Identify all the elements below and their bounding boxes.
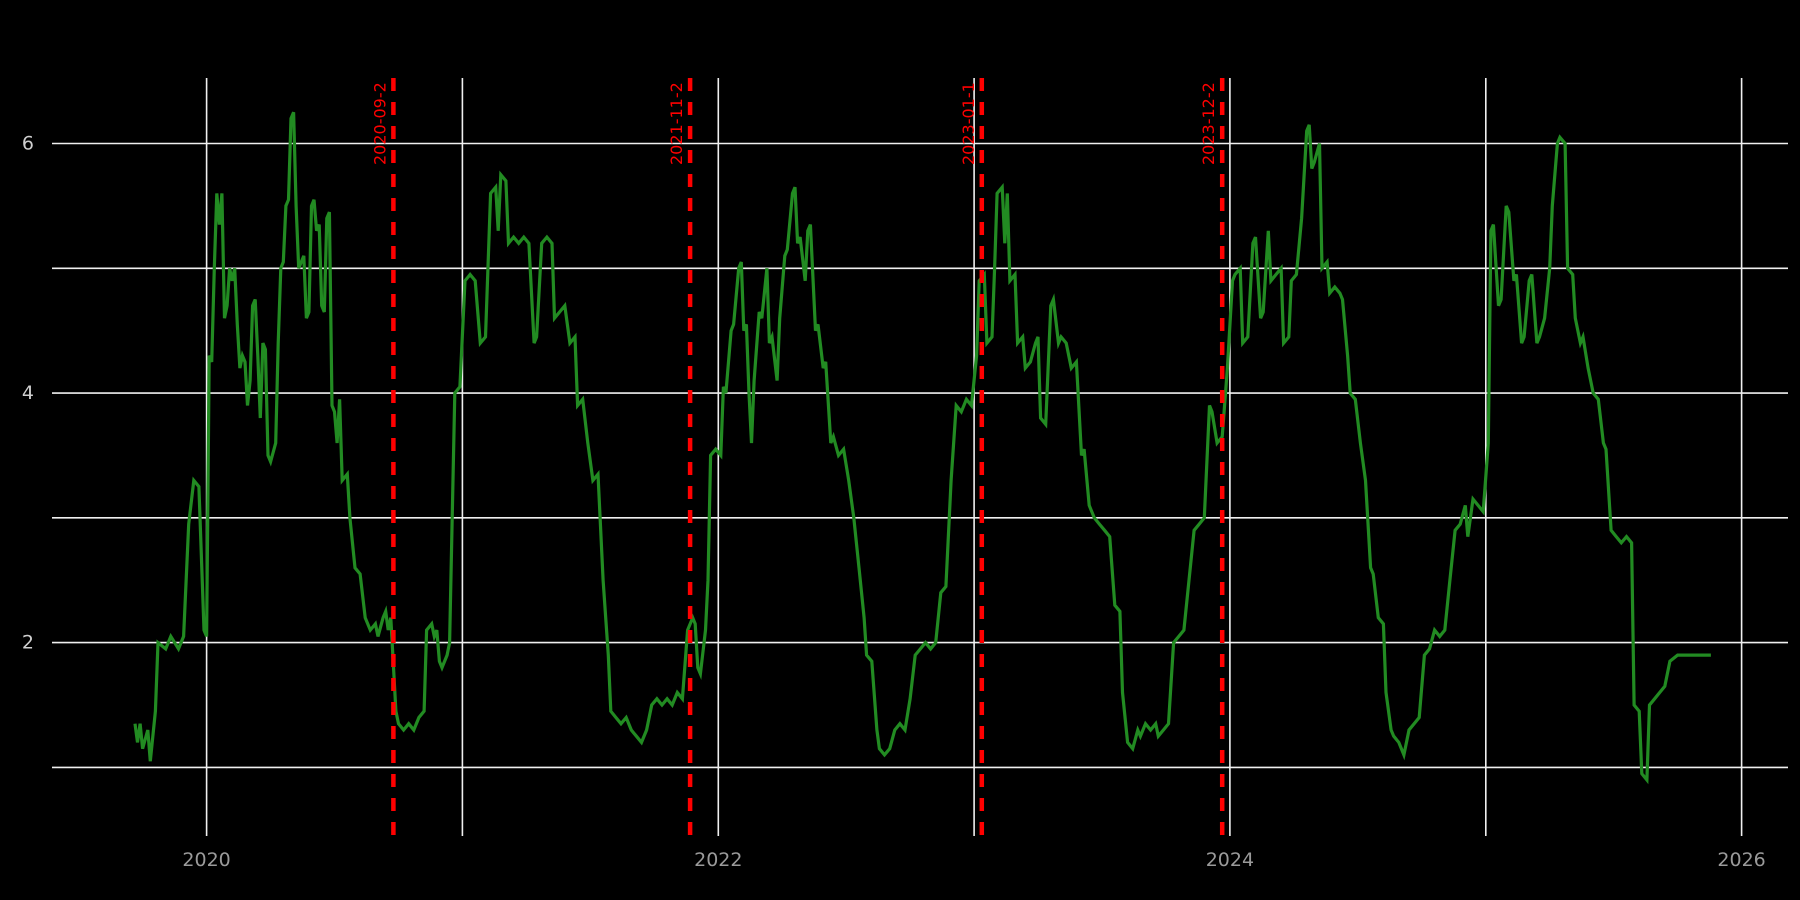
y-tick-label: 2 (22, 632, 34, 654)
y-tick-label: 6 (22, 133, 34, 155)
series-line (133, 111, 1711, 785)
event-lines-layer: 2020-09-2 2021-11-2 2023-01-1 2023-12-2 (370, 78, 1225, 836)
series-layer (133, 111, 1711, 785)
y-tick-label: 4 (22, 382, 34, 404)
event-date-label: 2021-11-2 (667, 82, 686, 165)
x-tick-label: 2024 (1206, 849, 1254, 871)
x-tick-label: 2020 (182, 849, 230, 871)
axis-labels-layer: 2020 2022 2024 2026 2 4 6 (22, 133, 1766, 872)
event-date-label: 2023-01-1 (959, 82, 978, 165)
x-tick-label: 2022 (694, 849, 742, 871)
event-date-label: 2023-12-2 (1199, 82, 1218, 165)
gridlines-layer (52, 78, 1788, 836)
event-date-label: 2020-09-2 (370, 82, 389, 165)
x-tick-label: 2026 (1717, 849, 1765, 871)
